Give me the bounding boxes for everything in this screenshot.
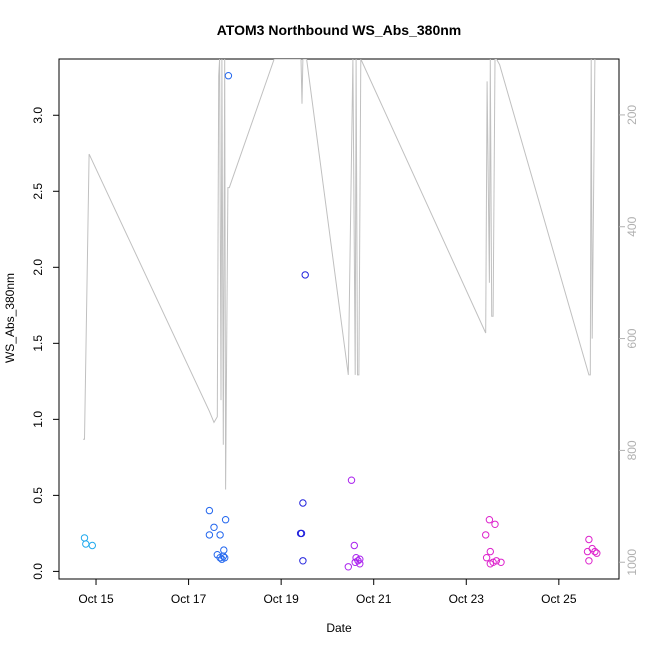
y-tick-label: 1.5 bbox=[31, 335, 45, 352]
x-axis-label: Date bbox=[326, 621, 352, 635]
x-axis: Oct 15 Oct 17 Oct 19 Oct 21 Oct 23 Oct 25 bbox=[78, 579, 577, 606]
data-point bbox=[356, 560, 364, 568]
chart-title: ATOM3 Northbound WS_Abs_380nm bbox=[217, 22, 462, 38]
y-tick-label: 0.0 bbox=[31, 563, 45, 580]
data-point bbox=[301, 271, 309, 279]
data-point bbox=[485, 516, 494, 524]
data-point bbox=[297, 529, 306, 538]
data-point bbox=[497, 558, 505, 566]
data-point bbox=[492, 557, 501, 565]
y-tick-label: 3.0 bbox=[31, 107, 45, 124]
y-axis: 0.0 0.5 1.0 1.5 2.0 2.5 3.0 bbox=[31, 107, 59, 580]
data-point bbox=[482, 531, 490, 539]
data-point bbox=[80, 534, 89, 542]
y-tick-label: 1.0 bbox=[31, 411, 45, 428]
points-layer bbox=[80, 72, 601, 571]
data-point bbox=[344, 563, 352, 571]
data-point bbox=[221, 516, 230, 524]
data-point bbox=[585, 557, 593, 565]
y-tick-label: 2.5 bbox=[31, 183, 45, 200]
data-point bbox=[221, 554, 229, 562]
x-tick-label: Oct 25 bbox=[541, 592, 577, 606]
x-tick-label: Oct 19 bbox=[263, 592, 299, 606]
data-point bbox=[486, 547, 494, 556]
y-tick-label: 0.5 bbox=[31, 487, 45, 504]
data-point bbox=[88, 541, 97, 550]
right-tick-label: 600 bbox=[625, 328, 639, 348]
data-point bbox=[591, 547, 599, 556]
right-axis: 200 400 600 800 1000 bbox=[619, 105, 639, 576]
data-point bbox=[216, 531, 224, 539]
right-tick-label: 400 bbox=[625, 216, 639, 236]
x-tick-label: Oct 23 bbox=[449, 592, 485, 606]
data-point bbox=[585, 535, 593, 544]
data-point bbox=[347, 476, 356, 484]
data-point bbox=[583, 547, 592, 556]
right-tick-label: 1000 bbox=[625, 549, 639, 576]
data-point bbox=[205, 531, 214, 539]
secondary-series-line bbox=[83, 59, 596, 490]
y-axis-label: WS_Abs_380nm bbox=[3, 273, 17, 363]
right-tick-label: 800 bbox=[625, 440, 639, 460]
data-point bbox=[299, 499, 307, 507]
data-point bbox=[299, 557, 307, 565]
data-point bbox=[593, 549, 601, 557]
data-point bbox=[356, 555, 364, 563]
data-point bbox=[205, 506, 214, 515]
x-tick-label: Oct 17 bbox=[171, 592, 207, 606]
x-tick-label: Oct 15 bbox=[78, 592, 114, 606]
data-point bbox=[482, 554, 491, 562]
right-tick-label: 200 bbox=[625, 105, 639, 125]
x-tick-label: Oct 21 bbox=[356, 592, 392, 606]
data-point bbox=[210, 523, 218, 531]
secondary-layer bbox=[83, 59, 596, 490]
y-tick-label: 2.0 bbox=[31, 259, 45, 276]
plot-frame bbox=[58, 58, 620, 580]
data-point bbox=[220, 546, 228, 554]
data-point bbox=[489, 558, 497, 566]
data-point bbox=[82, 540, 90, 548]
data-point bbox=[491, 520, 499, 528]
data-point bbox=[350, 541, 358, 550]
data-point bbox=[224, 72, 233, 80]
